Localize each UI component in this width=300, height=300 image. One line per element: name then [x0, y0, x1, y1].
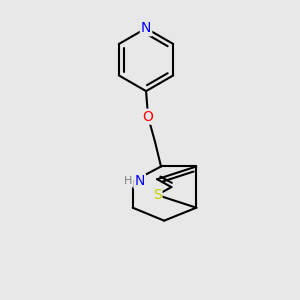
Text: N: N: [135, 174, 145, 188]
Text: O: O: [142, 110, 154, 124]
Text: S: S: [153, 188, 161, 202]
Text: N: N: [141, 21, 151, 35]
Text: H: H: [124, 176, 133, 186]
